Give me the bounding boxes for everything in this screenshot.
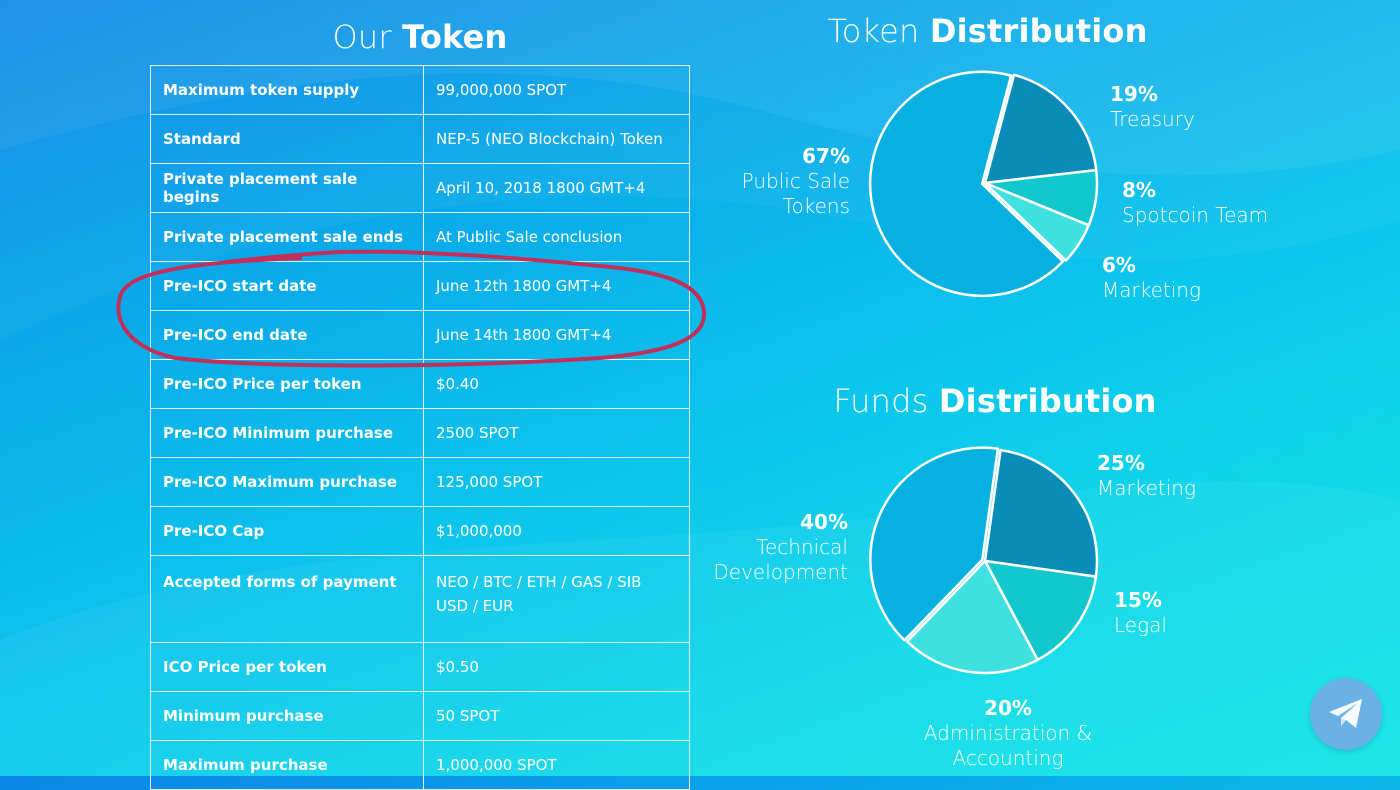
row-value: 1,000,000 SPOT [423, 740, 690, 790]
row-label: Pre-ICO start date [150, 261, 424, 311]
row-value: June 12th 1800 GMT+4 [423, 261, 690, 311]
row-label: Pre-ICO Maximum purchase [150, 457, 424, 507]
row-value: April 10, 2018 1800 GMT+4 [423, 163, 690, 213]
funds-distribution-slice-1 [869, 446, 1000, 642]
token-slice-label-public-sale: 67% Public Sale Tokens [700, 144, 850, 219]
row-label: Pre-ICO Cap [150, 506, 424, 556]
row-label: Minimum purchase [150, 691, 424, 741]
row-value: June 14th 1800 GMT+4 [423, 310, 690, 360]
slice-name: Public Sale [741, 169, 850, 193]
table-row: Maximum purchase 1,000,000 SPOT [150, 740, 690, 790]
table-row: Pre-ICO Price per token $0.40 [150, 359, 690, 409]
funds-slice-label-legal: 15% Legal [1114, 588, 1167, 638]
slice-percent: 67% [802, 144, 850, 168]
row-value: 2500 SPOT [423, 408, 690, 458]
table-row: Pre-ICO start date June 12th 1800 GMT+4 [150, 261, 690, 311]
token-distribution-slice-4 [983, 181, 1090, 262]
row-value: 125,000 SPOT [423, 457, 690, 507]
row-value: At Public Sale conclusion [423, 212, 690, 262]
row-label: Private placement sale begins [150, 163, 424, 213]
slice-percent: 25% [1097, 451, 1145, 475]
token-distribution-title-bold: Distribution [929, 12, 1148, 50]
row-value: $0.50 [423, 642, 690, 692]
our-token-title-light: Our [332, 18, 392, 56]
funds-distribution-pie [869, 446, 1099, 675]
slice-name: Legal [1114, 613, 1167, 637]
slice-name-line2: Development [713, 560, 848, 584]
table-row: Private placement sale begins April 10, 2… [150, 163, 690, 213]
slice-percent: 15% [1114, 588, 1162, 612]
row-value: 99,000,000 SPOT [423, 65, 690, 115]
funds-distribution-slice-2 [983, 448, 1099, 578]
slice-percent: 19% [1110, 82, 1158, 106]
telegram-button[interactable] [1310, 678, 1382, 750]
slice-name: Marketing [1097, 476, 1196, 500]
table-row: Pre-ICO Cap $1,000,000 [150, 506, 690, 556]
token-details-table: Maximum token supply 99,000,000 SPOT Stan… [150, 65, 690, 790]
row-value: $0.40 [423, 359, 690, 409]
table-row: Pre-ICO end date June 14th 1800 GMT+4 [150, 310, 690, 360]
row-label: Pre-ICO end date [150, 310, 424, 360]
funds-slice-label-administration: 20% Administration & Accounting [908, 696, 1108, 771]
slice-name-line2: Accounting [952, 746, 1064, 770]
funds-distribution-slice-4 [905, 559, 1039, 675]
funds-slice-label-technical-development: 40% Technical Development [700, 510, 848, 585]
token-slice-label-marketing: 6% Marketing [1102, 253, 1201, 303]
row-value: $1,000,000 [423, 506, 690, 556]
our-token-title-bold: Token [402, 18, 508, 56]
funds-distribution-title-light: Funds [833, 382, 929, 420]
row-value-line1: NEO / BTC / ETH / GAS / SIB [436, 573, 642, 591]
row-value: NEO / BTC / ETH / GAS / SIB USD / EUR [423, 555, 690, 643]
funds-distribution-slice-3 [983, 559, 1098, 662]
telegram-icon [1329, 699, 1362, 728]
token-distribution-title: Token Distribution [760, 12, 1215, 50]
slice-name: Treasury [1110, 107, 1195, 131]
token-distribution-pie [868, 70, 1099, 298]
funds-distribution-title-bold: Distribution [938, 382, 1157, 420]
table-row: Pre-ICO Minimum purchase 2500 SPOT [150, 408, 690, 458]
row-value: 50 SPOT [423, 691, 690, 741]
table-row: Maximum token supply 99,000,000 SPOT [150, 65, 690, 115]
slice-name: Administration & [923, 721, 1093, 745]
row-label: Standard [150, 114, 424, 164]
token-slice-label-spotcoin-team: 8% Spotcoin Team [1122, 178, 1268, 228]
slice-percent: 8% [1122, 178, 1156, 202]
slice-name: Technical [756, 535, 848, 559]
row-label: Pre-ICO Price per token [150, 359, 424, 409]
row-value: NEP-5 (NEO Blockchain) Token [423, 114, 690, 164]
funds-distribution-title: Funds Distribution [760, 382, 1230, 420]
slice-percent: 20% [984, 696, 1032, 720]
row-label: Accepted forms of payment [150, 555, 424, 643]
token-distribution-slice-2 [983, 73, 1098, 185]
table-row: Pre-ICO Maximum purchase 125,000 SPOT [150, 457, 690, 507]
slice-percent: 6% [1102, 253, 1136, 277]
our-token-title: Our Token [150, 18, 690, 56]
token-slice-label-treasury: 19% Treasury [1110, 82, 1195, 132]
row-label: Pre-ICO Minimum purchase [150, 408, 424, 458]
slice-name: Spotcoin Team [1122, 203, 1269, 227]
slice-percent: 40% [800, 510, 848, 534]
token-distribution-slice-1 [868, 70, 1065, 298]
table-row: Private placement sale ends At Public Sal… [150, 212, 690, 262]
table-row: Accepted forms of payment NEO / BTC / ETH… [150, 555, 690, 643]
funds-slice-label-marketing: 25% Marketing [1097, 451, 1196, 501]
row-label: Private placement sale ends [150, 212, 424, 262]
row-label: Maximum token supply [150, 65, 424, 115]
token-distribution-title-light: Token [827, 12, 920, 50]
slice-name: Marketing [1102, 278, 1201, 302]
row-value-line2: USD / EUR [436, 597, 514, 615]
slice-name-line2: Tokens [782, 194, 850, 218]
row-label: Maximum purchase [150, 740, 424, 790]
table-row: Minimum purchase 50 SPOT [150, 691, 690, 741]
table-row: Standard NEP-5 (NEO Blockchain) Token [150, 114, 690, 164]
row-label: ICO Price per token [150, 642, 424, 692]
table-row: ICO Price per token $0.50 [150, 642, 690, 692]
